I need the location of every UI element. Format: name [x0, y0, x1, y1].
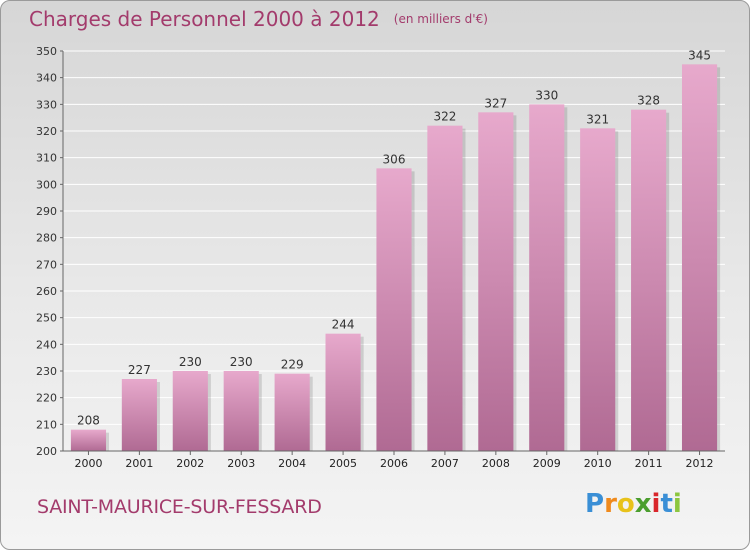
- bar: [478, 112, 514, 451]
- y-tick-label: 320: [36, 125, 57, 138]
- bar-value-label: 227: [128, 363, 151, 377]
- chart-title: Charges de Personnel 2000 à 2012: [29, 7, 380, 31]
- logo-letter: i: [672, 489, 682, 519]
- y-tick-label: 340: [36, 72, 57, 85]
- y-tick-label: 220: [36, 392, 57, 405]
- bar: [172, 371, 208, 451]
- bar: [70, 429, 107, 451]
- y-tick-label: 300: [36, 178, 57, 191]
- y-tick-label: 350: [36, 45, 57, 58]
- bar: [631, 109, 667, 452]
- y-tick-label: 290: [36, 205, 57, 218]
- bar: [529, 104, 565, 451]
- y-tick-label: 280: [36, 232, 57, 245]
- y-tick-label: 200: [36, 445, 57, 458]
- bar-value-label: 306: [383, 152, 406, 166]
- x-tick-label: 2010: [584, 457, 612, 470]
- label-layer: 208 227 230 230 229 244 306 322 327 330 321 328 345: [77, 48, 711, 427]
- y-tick-label: 210: [36, 418, 57, 431]
- bar-value-label: 229: [281, 358, 304, 372]
- x-tick-label: 2000: [74, 457, 102, 470]
- x-tick-label: 2006: [380, 457, 408, 470]
- y-tick-label: 260: [36, 285, 57, 298]
- bar-value-label: 330: [535, 88, 558, 102]
- bar-value-label: 208: [77, 414, 100, 428]
- bar-value-label: 244: [332, 318, 355, 332]
- logo-letter: t: [660, 489, 673, 519]
- x-tick-label: 2003: [227, 457, 255, 470]
- bar-value-label: 321: [586, 112, 609, 126]
- bar-value-label: 327: [484, 96, 507, 110]
- title-row: Charges de Personnel 2000 à 2012 (en mill…: [29, 7, 488, 31]
- bar: [681, 64, 718, 452]
- bar: [580, 128, 616, 451]
- bar-layer: [70, 64, 721, 452]
- bar-value-label: 230: [230, 355, 253, 369]
- y-tick-label: 310: [36, 152, 57, 165]
- x-tick-label: 2001: [125, 457, 153, 470]
- y-tick-label: 240: [36, 338, 57, 351]
- bar: [376, 168, 412, 452]
- x-tick-label: 2009: [533, 457, 561, 470]
- bar: [427, 125, 463, 452]
- logo-letter: r: [604, 489, 617, 519]
- x-tick-label: 2007: [431, 457, 459, 470]
- bar: [223, 371, 259, 451]
- x-tick-label: 2004: [278, 457, 306, 470]
- bar: [325, 333, 361, 451]
- bar: [121, 379, 157, 451]
- city-name: SAINT-MAURICE-SUR-FESSARD: [37, 496, 322, 518]
- x-tick-label: 2005: [329, 457, 357, 470]
- x-tick-label: 2008: [482, 457, 510, 470]
- chart-unit: (en milliers d'€): [393, 12, 488, 26]
- y-tick-label: 250: [36, 312, 57, 325]
- bar-value-label: 230: [179, 355, 202, 369]
- logo-letter: o: [616, 489, 635, 519]
- y-tick-label: 270: [36, 258, 57, 271]
- logo-letter: x: [634, 489, 652, 519]
- y-tick-label: 330: [36, 98, 57, 111]
- x-tick-label: 2002: [176, 457, 204, 470]
- logo-letter: i: [651, 489, 661, 519]
- bar-value-label: 328: [637, 94, 660, 108]
- logo-letter: P: [585, 489, 605, 519]
- x-tick-label: 2012: [686, 457, 714, 470]
- x-tick-label: 2011: [635, 457, 663, 470]
- bar: [274, 373, 310, 451]
- bar-value-label: 322: [433, 110, 456, 124]
- axis-layer: 200 210 220 230 240 250 260 270 280 290 300 310 320 3…: [36, 45, 725, 470]
- proxiti-logo: Proxiti: [585, 489, 682, 519]
- bar-value-label: 345: [688, 48, 711, 62]
- y-tick-label: 230: [36, 365, 57, 378]
